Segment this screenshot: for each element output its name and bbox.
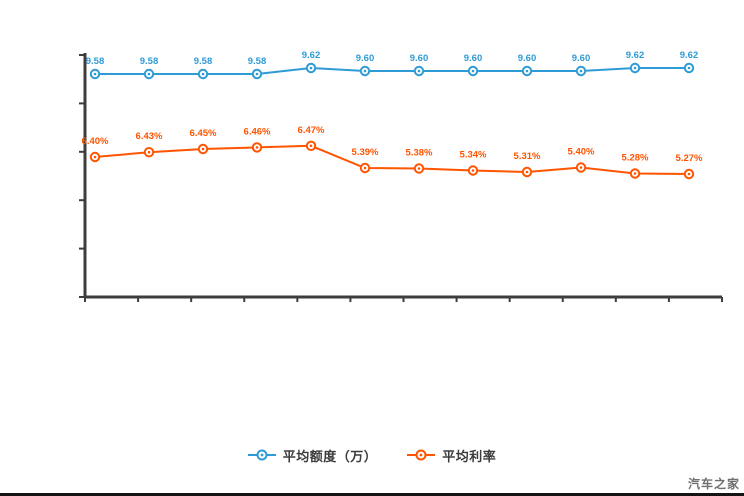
data-point-center-icon — [579, 166, 583, 169]
data-point: 9.60 — [410, 53, 429, 77]
data-point: 5.34% — [460, 150, 487, 176]
data-point-center-icon — [471, 69, 475, 73]
data-point: 5.38% — [406, 148, 433, 174]
data-point-center-icon — [201, 72, 205, 76]
data-point-label: 6.47% — [298, 125, 325, 136]
data-point-center-icon — [255, 72, 259, 76]
legend-item-avg-amount: 平均额度（万） — [247, 446, 378, 465]
data-point: 9.58 — [194, 56, 213, 80]
data-point: 9.60 — [572, 53, 591, 77]
data-point-label: 5.31% — [514, 151, 541, 162]
data-point: 5.40% — [568, 147, 595, 173]
data-point: 5.27% — [676, 153, 703, 180]
data-point: 5.39% — [352, 147, 379, 174]
data-point-label: 9.58 — [248, 56, 267, 67]
legend-label-avg-amount: 平均额度（万） — [282, 448, 378, 464]
data-point: 9.58 — [140, 56, 159, 80]
data-point: 9.62 — [626, 50, 645, 74]
data-point-center-icon — [309, 144, 313, 148]
data-point-label: 6.46% — [244, 126, 271, 137]
data-point: 9.58 — [86, 56, 105, 80]
data-point-label: 5.28% — [622, 153, 649, 164]
data-point: 9.60 — [356, 53, 375, 77]
data-point-label: 9.62 — [302, 50, 321, 61]
data-point-label: 9.60 — [518, 53, 537, 64]
data-point-center-icon — [147, 72, 151, 76]
data-point-center-icon — [417, 167, 421, 170]
watermark-autohome: 汽车之家 — [687, 477, 740, 491]
data-point-center-icon — [633, 172, 637, 175]
data-point-label: 9.62 — [626, 50, 645, 61]
data-point: 6.46% — [244, 126, 271, 153]
data-point-center-icon — [93, 72, 97, 76]
data-point: 9.58 — [248, 56, 267, 80]
data-point: 6.45% — [190, 128, 217, 155]
data-point-label: 5.39% — [352, 147, 379, 158]
data-point-center-icon — [363, 69, 367, 73]
series-line-1 — [94, 144, 690, 175]
legend-label-avg-rate: 平均利率 — [442, 448, 497, 464]
data-point-center-icon — [255, 146, 259, 149]
data-point: 9.62 — [680, 50, 699, 74]
data-point-label: 5.38% — [406, 148, 433, 159]
data-point-center-icon — [147, 150, 151, 154]
chart-legend: 平均额度（万） 平均利率 — [0, 443, 744, 467]
data-point: 6.47% — [298, 125, 325, 152]
data-point-label: 6.43% — [136, 131, 163, 142]
data-point-label: 9.58 — [194, 56, 213, 67]
data-point: 6.43% — [136, 131, 163, 158]
data-point-center-icon — [525, 69, 529, 73]
data-point: 9.62 — [302, 50, 321, 74]
data-point-label: 9.60 — [356, 53, 375, 64]
data-point: 9.60 — [518, 53, 537, 77]
data-point-label: 9.58 — [86, 56, 105, 67]
data-point-center-icon — [687, 66, 691, 70]
data-point-label: 9.58 — [140, 56, 159, 67]
data-point-label: 5.27% — [676, 153, 703, 164]
data-point: 9.60 — [464, 53, 483, 77]
data-point: 5.31% — [514, 151, 541, 178]
trend-line-chart: 9.58 9.58 9.58 9.58 9.62 9.60 9.60 9.60 9.60 9.60… — [79, 50, 723, 302]
data-point-center-icon — [93, 155, 97, 159]
legend-item-avg-rate: 平均利率 — [407, 446, 496, 465]
data-point-center-icon — [417, 69, 421, 73]
data-point-center-icon — [579, 69, 583, 73]
series-line-0 — [95, 66, 689, 75]
data-point-label: 5.40% — [568, 147, 595, 158]
data-point-label: 9.62 — [680, 50, 699, 61]
data-point-center-icon — [363, 166, 367, 170]
legend-marker-orange-icon — [407, 449, 436, 461]
data-point-center-icon — [201, 147, 205, 151]
data-point: 5.28% — [622, 153, 649, 179]
data-point-center-icon — [525, 170, 529, 174]
data-point-center-icon — [687, 172, 691, 176]
data-point-center-icon — [633, 66, 637, 70]
data-point-label: 6.45% — [190, 128, 217, 139]
data-point-label: 9.60 — [410, 53, 429, 64]
legend-marker-blue-icon — [247, 449, 276, 461]
data-point-label: 5.34% — [460, 150, 487, 161]
data-point-label: 9.60 — [572, 53, 591, 64]
data-point-label: 9.60 — [464, 53, 483, 64]
data-point-center-icon — [309, 66, 313, 70]
bottom-edge-bar — [0, 493, 744, 496]
data-point: 6.40% — [82, 136, 109, 163]
data-point-label: 6.40% — [82, 136, 109, 147]
data-point-center-icon — [471, 169, 475, 172]
